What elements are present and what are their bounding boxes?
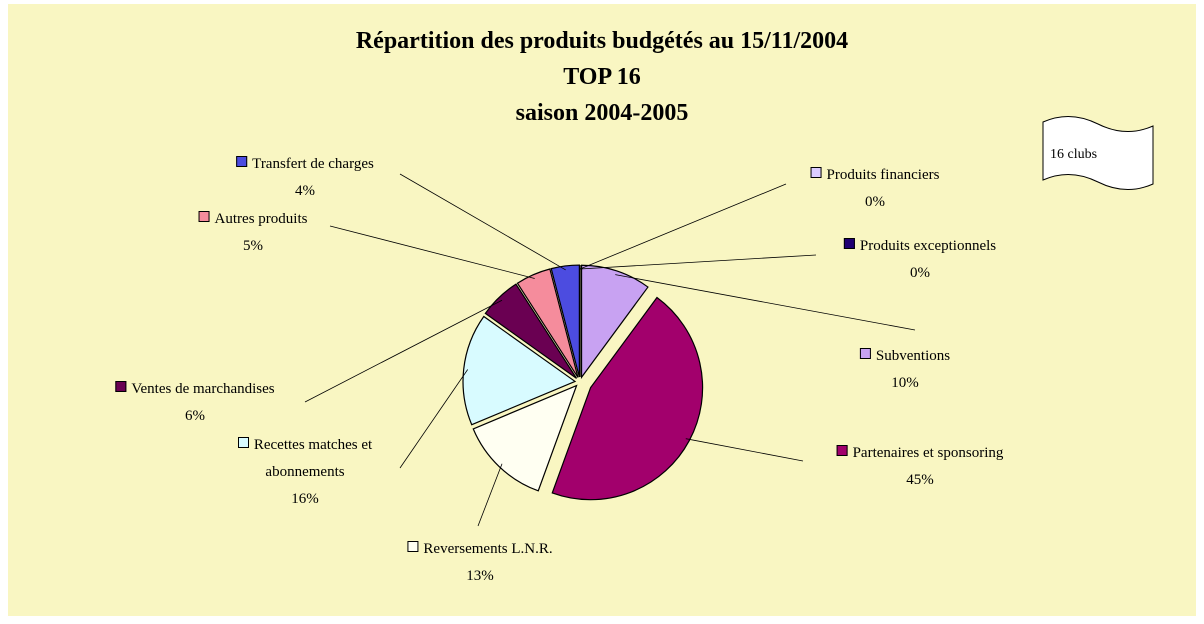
pie-slice: [472, 384, 578, 492]
slice-label: Subventions 10%: [859, 343, 951, 397]
legend-entry: Reversements L.N.R.: [407, 536, 553, 563]
pie-slice: [462, 315, 577, 426]
slice-label: Recettes matches et abonnements 16%: [210, 432, 400, 513]
leader-line: [304, 299, 503, 403]
legend-swatch: [115, 381, 127, 392]
pie-slice: [484, 283, 578, 379]
slice-label: Ventes de marchandises 6%: [115, 376, 275, 430]
annotation-box: [1042, 116, 1154, 190]
leader-line: [579, 183, 787, 270]
value-row: 0%: [844, 260, 996, 287]
legend-entry: Subventions: [859, 343, 951, 370]
plot: 16 clubs: [304, 116, 1154, 527]
pie-slice: [550, 264, 580, 378]
category-label: Recettes matches et abonnements: [253, 437, 373, 480]
value-label: 6%: [184, 408, 205, 424]
legend-swatch: [198, 211, 210, 222]
chart-title: Répartition des produits budgétés au 15/…: [355, 28, 849, 54]
value-row: 6%: [115, 403, 274, 430]
legend-swatch: [407, 541, 419, 552]
pie-slice: [580, 264, 649, 380]
value-label: 0%: [909, 265, 930, 281]
slice-label: Reversements L.N.R. 13%: [407, 536, 553, 590]
slice-label: Produits exceptionnels 0%: [843, 233, 997, 287]
slice-label: Produits financiers 0%: [810, 162, 940, 216]
value-row: 13%: [407, 563, 552, 590]
legend-swatch: [859, 348, 871, 359]
category-label: Transfert de charges: [252, 156, 374, 172]
value-label: 45%: [906, 472, 934, 488]
category-label: Reversements L.N.R.: [423, 541, 553, 557]
leader-line: [399, 173, 566, 271]
chart-title: TOP 16: [563, 64, 641, 90]
leader-line: [579, 254, 817, 270]
annotation: 16 clubs: [1050, 147, 1097, 162]
legend-swatch: [236, 156, 248, 167]
legend-entry: Transfert de charges: [236, 151, 374, 178]
value-row: 4%: [236, 178, 374, 205]
value-row: 5%: [199, 233, 308, 260]
value-label: 13%: [466, 568, 494, 584]
category-label: Partenaires et sponsoring: [852, 445, 1004, 461]
value-label: 4%: [294, 183, 315, 199]
category-label: Subventions: [875, 348, 951, 364]
leader-line: [615, 274, 916, 331]
legend-swatch: [836, 445, 848, 456]
legend-entry: Produits exceptionnels: [843, 233, 997, 260]
value-label: 5%: [242, 238, 263, 254]
leader-line: [477, 463, 503, 527]
value-label: 16%: [291, 491, 319, 507]
chart: Répartition des produits budgétés au 15/…: [8, 4, 1196, 616]
category-label: Autres produits: [214, 211, 308, 227]
legend-swatch: [237, 437, 249, 448]
legend-entry: Ventes de marchandises: [115, 376, 275, 403]
category-label: Ventes de marchandises: [131, 381, 275, 397]
value-row: 45%: [837, 467, 1004, 494]
pie-slice: [516, 268, 579, 378]
leader-line: [685, 438, 804, 462]
legend-entry: Recettes matches et abonnements: [210, 432, 400, 486]
pie-slice: [551, 296, 704, 501]
legend-swatch: [843, 238, 855, 249]
legend-entry: Autres produits: [198, 206, 308, 233]
legend-entry: Partenaires et sponsoring: [836, 440, 1004, 467]
legend-entry: Produits financiers: [810, 162, 940, 189]
value-label: 0%: [865, 194, 885, 210]
slice-label: Partenaires et sponsoring 45%: [836, 440, 1004, 494]
value-row: 16%: [210, 486, 400, 513]
leader-line: [329, 225, 535, 279]
value-row: 10%: [860, 370, 950, 397]
leader-line: [399, 369, 469, 469]
chart-title: saison 2004-2005: [515, 100, 689, 126]
slice-label: Transfert de charges 4%: [236, 151, 374, 205]
category-label: Produits financiers: [826, 167, 940, 183]
slice-label: Autres produits 5%: [198, 206, 308, 260]
category-label: Produits exceptionnels: [859, 238, 997, 254]
legend-swatch: [810, 167, 822, 178]
value-label: 10%: [891, 375, 919, 391]
value-row: 0%: [811, 189, 940, 216]
